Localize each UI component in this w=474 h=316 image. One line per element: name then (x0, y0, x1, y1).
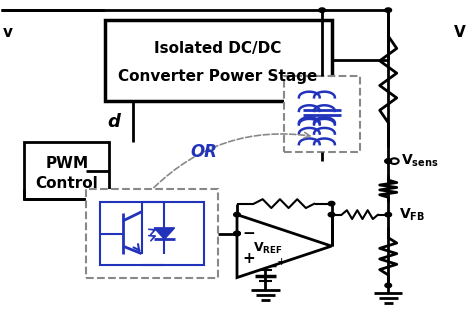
Circle shape (385, 283, 392, 288)
Text: −: − (243, 226, 255, 241)
Circle shape (234, 212, 240, 217)
Bar (284, 76, 360, 152)
Text: $\mathbf{V}_{\mathbf{FB}}$: $\mathbf{V}_{\mathbf{FB}}$ (399, 206, 425, 223)
Circle shape (385, 8, 392, 12)
Circle shape (385, 212, 392, 217)
Circle shape (234, 231, 240, 236)
Circle shape (328, 212, 335, 217)
Polygon shape (237, 215, 331, 277)
Bar (105, 20, 331, 101)
Text: Control: Control (36, 176, 98, 191)
Bar (100, 202, 204, 265)
Text: $\mathbf{V}_{\mathbf{sens}}$: $\mathbf{V}_{\mathbf{sens}}$ (401, 153, 439, 169)
Text: PWM: PWM (46, 156, 89, 171)
Text: OR: OR (191, 143, 218, 161)
Bar (86, 190, 218, 277)
Text: d: d (108, 113, 120, 131)
Circle shape (234, 231, 240, 236)
Circle shape (385, 159, 392, 163)
Text: v: v (3, 25, 13, 40)
Bar (24, 142, 109, 199)
Text: $\mathbf{V_{REF}}$: $\mathbf{V_{REF}}$ (253, 240, 283, 256)
Text: Converter Power Stage: Converter Power Stage (118, 69, 318, 84)
Text: Isolated DC/DC: Isolated DC/DC (155, 41, 282, 56)
Circle shape (390, 158, 399, 164)
Circle shape (385, 159, 392, 163)
Circle shape (319, 8, 325, 12)
Text: V: V (455, 25, 466, 40)
Circle shape (328, 201, 335, 206)
Text: +: + (277, 258, 286, 267)
Text: +: + (243, 251, 255, 266)
Polygon shape (154, 228, 174, 239)
